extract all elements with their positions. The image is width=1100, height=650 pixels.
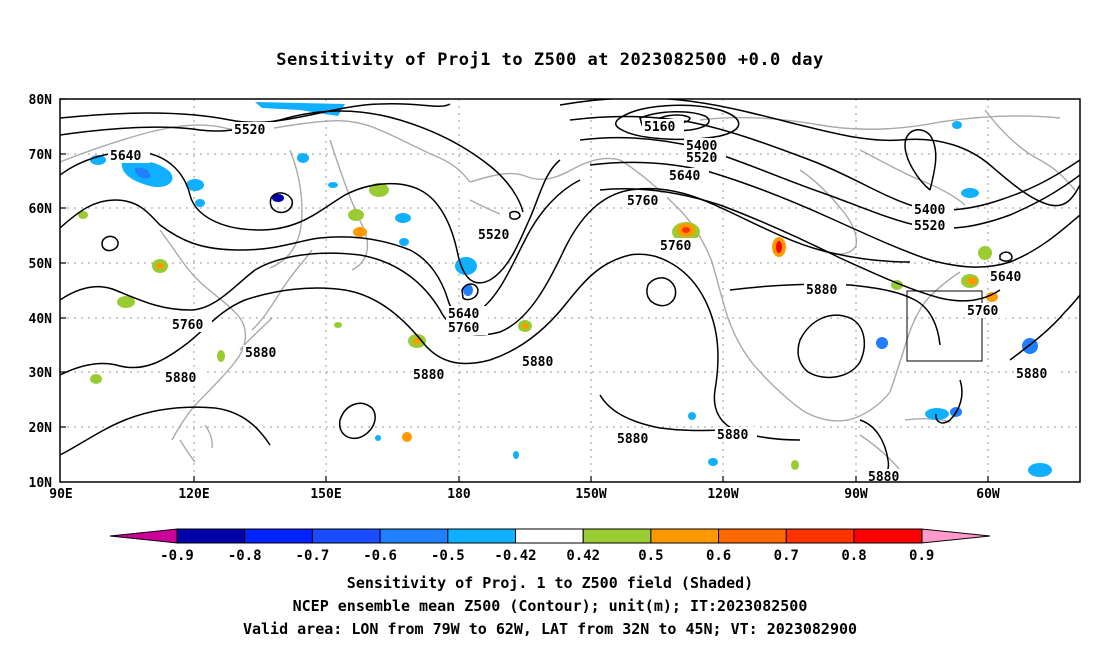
contour-label: 5400 bbox=[914, 203, 945, 218]
colorbar-label: 0.6 bbox=[706, 548, 731, 564]
colorbar-label: 0.5 bbox=[638, 548, 663, 564]
colorbar-box bbox=[853, 528, 923, 544]
colorbar: -0.9 -0.8 -0.7 -0.6 -0.5 -0.42 0.42 0.5 0.6 0.7 0.… bbox=[109, 528, 991, 564]
lon-label: 120W bbox=[707, 487, 738, 502]
colorbar-box bbox=[447, 528, 516, 544]
contour-label: 5760 bbox=[967, 304, 998, 319]
colorbar-label: -0.7 bbox=[296, 548, 330, 564]
contour-labels: 5520 5640 5160 5400 5520 5640 5760 5520 … bbox=[108, 119, 1056, 485]
contour-label: 5880 bbox=[1016, 367, 1047, 382]
figure-title: Sensitivity of Proj1 to Z500 at 20230825… bbox=[276, 50, 824, 70]
contour-label: 5640 bbox=[110, 149, 141, 164]
contour-label: 5760 bbox=[448, 321, 479, 336]
colorbar-label: -0.42 bbox=[494, 548, 536, 564]
colorbar-labels: -0.9 -0.8 -0.7 -0.6 -0.5 -0.42 0.42 0.5 0.6 0.7 0.… bbox=[160, 548, 934, 564]
colorbar-box bbox=[311, 528, 381, 544]
valid-area-box bbox=[906, 290, 983, 362]
colorbar-box bbox=[582, 528, 652, 544]
contour-label: 5880 bbox=[806, 283, 837, 298]
colorbar-box bbox=[650, 528, 720, 544]
colorbar-box bbox=[244, 528, 313, 544]
lon-label: 120E bbox=[178, 487, 209, 502]
contour-label: 5520 bbox=[478, 228, 509, 243]
contour-label: 5880 bbox=[165, 371, 196, 386]
axis-ticks bbox=[60, 98, 989, 482]
contour-label: 5640 bbox=[669, 169, 700, 184]
caption-valid-area: Valid area: LON from 79W to 62W, LAT fro… bbox=[242, 620, 858, 638]
contour-label: 5880 bbox=[522, 355, 553, 370]
graticule bbox=[60, 99, 1080, 482]
contour-label: 5880 bbox=[413, 368, 444, 383]
longitude-labels: 90E 120E 150E 180 150W 120W 90W 60W bbox=[49, 487, 1000, 502]
colorbar-label: -0.9 bbox=[160, 548, 194, 564]
colorbar-label: 0.42 bbox=[566, 548, 600, 564]
contour-label: 5880 bbox=[245, 346, 276, 361]
lat-label: 10N bbox=[29, 476, 53, 491]
colorbar-label: 0.9 bbox=[909, 548, 934, 564]
colorbar-label: -0.5 bbox=[431, 548, 465, 564]
contour-label: 5640 bbox=[448, 307, 479, 322]
lat-label: 50N bbox=[29, 257, 53, 272]
caption-contour: NCEP ensemble mean Z500 (Contour); unit(… bbox=[292, 597, 808, 615]
contour-label: 5160 bbox=[644, 120, 675, 135]
contour-label: 5880 bbox=[717, 428, 748, 443]
latitude-labels: 80N 70N 60N 50N 40N 30N 20N 10N bbox=[29, 93, 53, 491]
lat-label: 60N bbox=[29, 202, 53, 217]
colorbar-box bbox=[718, 528, 787, 544]
lon-label: 90W bbox=[844, 487, 868, 502]
lat-label: 30N bbox=[29, 366, 53, 381]
lat-label: 20N bbox=[29, 421, 53, 436]
contour-label: 5880 bbox=[617, 432, 648, 447]
contour-label: 5520 bbox=[686, 151, 717, 166]
colorbar-label: 0.8 bbox=[841, 548, 866, 564]
colorbar-box bbox=[785, 528, 855, 544]
colorbar-boxes bbox=[176, 528, 923, 544]
lon-label: 180 bbox=[447, 487, 471, 502]
colorbar-box bbox=[515, 528, 584, 544]
lon-label: 150W bbox=[575, 487, 606, 502]
colorbar-label: -0.6 bbox=[363, 548, 397, 564]
contour-label: 5760 bbox=[172, 318, 203, 333]
contour-label: 5760 bbox=[660, 239, 691, 254]
lat-label: 70N bbox=[29, 148, 53, 163]
colorbar-box bbox=[176, 528, 246, 544]
colorbar-right-arrow bbox=[921, 528, 991, 544]
shaded-sensitivity bbox=[78, 102, 1052, 477]
contour-label: 5640 bbox=[990, 270, 1021, 285]
contour-label: 5760 bbox=[627, 194, 658, 209]
colorbar-box bbox=[379, 528, 449, 544]
colorbar-left-arrow bbox=[109, 528, 178, 544]
colorbar-label: -0.8 bbox=[228, 548, 262, 564]
contour-label: 5520 bbox=[234, 123, 265, 138]
lon-label: 90E bbox=[49, 487, 72, 502]
caption-shaded: Sensitivity of Proj. 1 to Z500 field (Sh… bbox=[346, 574, 754, 592]
contour-label: 5520 bbox=[914, 219, 945, 234]
lat-label: 80N bbox=[29, 93, 53, 108]
lon-label: 150E bbox=[310, 487, 341, 502]
colorbar-label: 0.7 bbox=[774, 548, 799, 564]
plot-frame bbox=[59, 98, 1081, 483]
lon-label: 60W bbox=[976, 487, 1000, 502]
lat-label: 40N bbox=[29, 312, 53, 327]
